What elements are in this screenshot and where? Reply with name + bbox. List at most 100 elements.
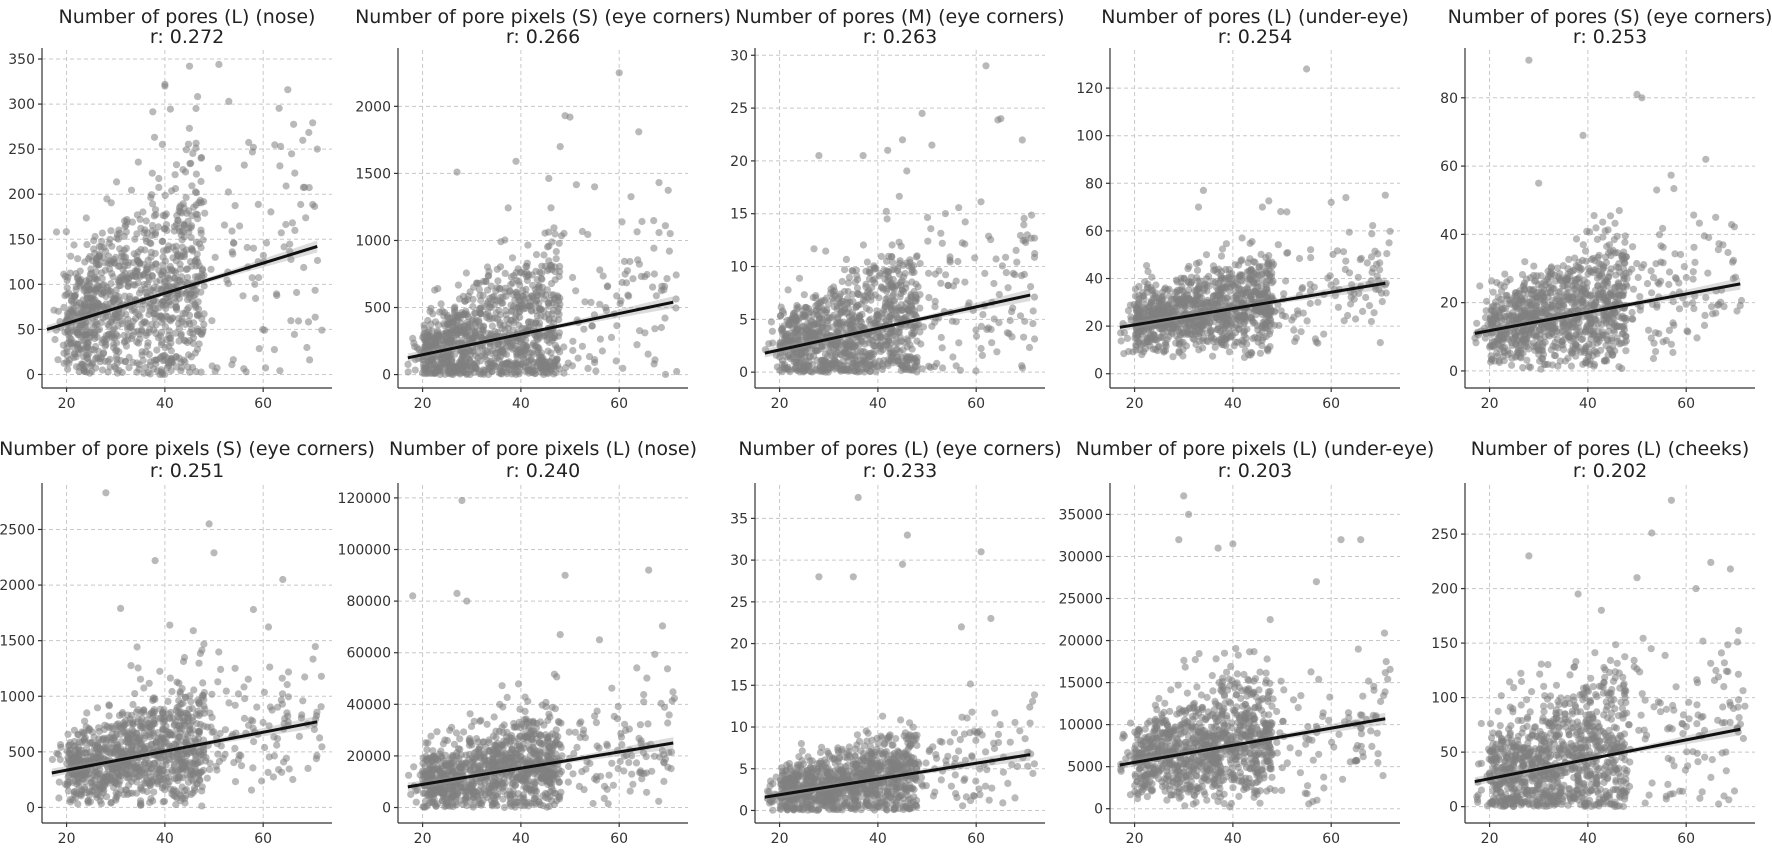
data-point — [155, 174, 163, 183]
data-point — [955, 339, 963, 347]
data-point — [551, 263, 559, 271]
data-point — [290, 120, 298, 128]
data-point — [1621, 238, 1629, 246]
data-point — [1236, 311, 1244, 319]
data-point — [1020, 221, 1028, 229]
data-point — [151, 206, 160, 214]
data-point — [981, 269, 989, 277]
data-point — [638, 217, 646, 226]
data-point — [848, 351, 856, 360]
data-point — [1030, 293, 1039, 301]
data-point — [946, 253, 954, 261]
data-point — [1621, 232, 1629, 240]
data-point — [280, 243, 288, 251]
data-point — [200, 282, 208, 290]
data-point — [1367, 317, 1375, 326]
data-point — [1238, 341, 1246, 349]
y-tick-label: 2000 — [355, 99, 391, 115]
data-point — [172, 303, 181, 311]
data-point — [262, 239, 271, 247]
data-point — [942, 271, 950, 279]
data-point — [192, 144, 200, 152]
data-point — [1215, 265, 1223, 273]
y-tick-label: 350 — [8, 52, 35, 68]
data-point — [596, 266, 604, 274]
data-point — [98, 274, 106, 283]
data-point — [306, 356, 314, 364]
data-point — [1029, 307, 1037, 315]
data-point — [157, 328, 165, 336]
data-point — [108, 332, 116, 340]
data-point — [200, 320, 208, 328]
data-point — [113, 178, 121, 186]
data-point — [102, 300, 110, 308]
data-point — [995, 319, 1003, 327]
data-point — [171, 329, 179, 337]
data-point — [596, 300, 604, 308]
data-point — [158, 370, 166, 378]
data-point — [545, 299, 553, 307]
data-point — [162, 210, 170, 218]
data-point — [979, 311, 987, 319]
data-point — [809, 293, 817, 302]
data-point — [649, 283, 657, 291]
data-point — [1665, 280, 1673, 289]
data-point — [1363, 259, 1371, 267]
data-point — [494, 315, 502, 323]
data-point — [478, 328, 486, 336]
data-point — [197, 330, 205, 338]
data-point — [1002, 253, 1010, 261]
data-point — [194, 215, 202, 223]
data-point — [560, 343, 568, 351]
chart-correlation-label: r: 0.253 — [1573, 26, 1647, 48]
data-point — [110, 255, 118, 264]
data-point — [118, 320, 126, 328]
data-point — [504, 360, 512, 368]
data-point — [919, 323, 928, 331]
data-point — [1009, 304, 1017, 312]
data-point — [288, 219, 296, 227]
data-point — [1228, 275, 1236, 283]
chart-panel-5: Number of pores (S) (eye corners)r: 0.25… — [1440, 6, 1772, 412]
data-point — [1690, 211, 1698, 219]
data-point — [778, 356, 787, 364]
data-point — [271, 141, 279, 149]
data-point — [178, 315, 186, 323]
data-point — [551, 276, 559, 284]
data-point — [821, 309, 829, 317]
data-point — [896, 257, 904, 265]
data-point — [661, 222, 670, 230]
data-point — [177, 289, 185, 297]
data-point — [1329, 250, 1337, 258]
data-point — [145, 310, 153, 319]
data-point — [86, 253, 94, 261]
data-point — [1268, 258, 1276, 266]
data-point — [877, 252, 886, 261]
data-point — [60, 349, 68, 357]
data-point — [1202, 275, 1210, 283]
data-point — [1176, 286, 1184, 294]
data-point — [189, 247, 197, 255]
data-point — [655, 179, 663, 187]
data-point — [768, 327, 777, 335]
data-point — [122, 244, 130, 252]
data-point — [1265, 197, 1273, 205]
data-point — [186, 311, 194, 319]
data-point — [259, 325, 267, 334]
data-point — [547, 204, 555, 212]
data-point — [185, 207, 193, 215]
data-point — [54, 307, 63, 315]
data-point — [1195, 258, 1203, 267]
data-point — [555, 239, 563, 247]
data-point — [159, 237, 167, 245]
data-point — [1004, 284, 1012, 292]
data-point — [618, 218, 626, 226]
data-point — [166, 262, 174, 271]
data-point — [1162, 342, 1170, 350]
data-point — [842, 255, 851, 263]
data-point — [545, 315, 553, 323]
data-point — [467, 366, 475, 374]
data-point — [1705, 233, 1713, 242]
data-point — [793, 358, 802, 366]
data-point — [197, 368, 205, 376]
